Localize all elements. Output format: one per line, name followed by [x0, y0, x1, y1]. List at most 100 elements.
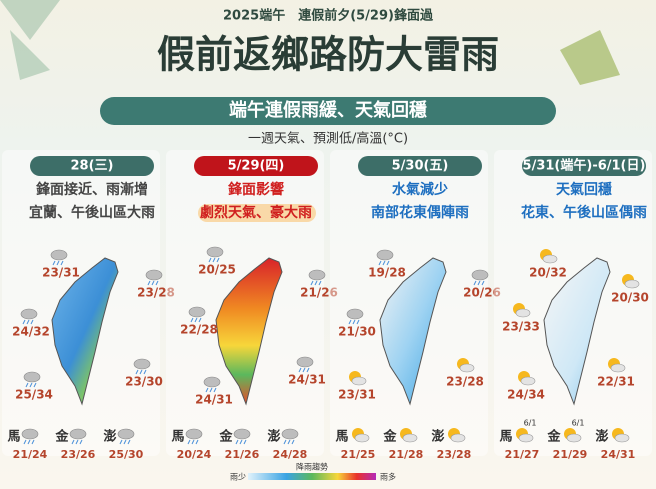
cloud-icon [346, 308, 364, 320]
cloud-icon [203, 376, 221, 388]
island-temp: 23/28 [437, 448, 472, 461]
cloud-icon [351, 376, 367, 386]
note: 一週天氣、預測低/高溫(°C) [248, 131, 408, 147]
legend-title: 降雨趨勢 [296, 462, 328, 472]
cloud-icon [354, 433, 370, 443]
main-title: 假前返鄉路防大雷雨 [157, 33, 499, 77]
rain-icon [310, 280, 322, 286]
date-label: 5/31(端午)-6/1(日) [523, 158, 646, 174]
city-temp: 24/32 [12, 325, 50, 339]
cloud-icon [520, 376, 536, 386]
zongzi-decoration [560, 30, 620, 85]
city-temp: 23/30 [125, 375, 163, 389]
island-name: 澎 [267, 429, 280, 445]
city-temp: 22/31 [597, 375, 635, 389]
rain-icon [190, 317, 202, 323]
cloud-icon [21, 428, 39, 440]
city-temp: 20/32 [529, 266, 567, 280]
rain-icon [23, 439, 35, 445]
island-date: 6/1 [524, 419, 537, 428]
cloud-icon [296, 356, 314, 368]
summary-line1: 鋒面接近、雨漸增 [35, 181, 148, 198]
cloud-icon [185, 428, 203, 440]
island-name: 馬 [499, 430, 512, 445]
rain-icon [25, 382, 37, 388]
cloud-icon [471, 269, 489, 281]
rain-icon [119, 439, 131, 445]
island-temp: 21/26 [225, 448, 260, 461]
cloud-icon [23, 371, 41, 383]
cloud-icon [515, 308, 531, 318]
city-temp: 20/30 [611, 291, 649, 305]
island-name: 金 [546, 429, 561, 445]
date-pill [30, 156, 154, 176]
cloud-icon [50, 249, 68, 261]
city-temp: 23/28 [446, 375, 484, 389]
rain-icon [283, 439, 295, 445]
cloud-icon [610, 363, 626, 373]
cloud-icon [133, 358, 151, 370]
rain-icon [298, 367, 310, 373]
cloud-icon [233, 428, 251, 440]
leaf-decoration [0, 0, 60, 80]
rain-icon [473, 280, 485, 286]
rain-icon [52, 260, 64, 266]
legend-low: 雨少 [230, 473, 246, 482]
cloud-icon [376, 249, 394, 261]
rain-icon [71, 439, 83, 445]
cloud-icon [459, 363, 475, 373]
cloud-icon [402, 433, 418, 443]
summary-line1: 天氣回穩 [556, 181, 612, 198]
cloud-icon [145, 269, 163, 281]
rain-icon [135, 369, 147, 375]
date-pill [522, 156, 646, 176]
legend-bar [248, 473, 376, 480]
rain-icon [348, 319, 360, 325]
taiwan-map [215, 257, 283, 406]
city-temp: 22/28 [180, 323, 218, 337]
city-temp: 24/34 [507, 388, 545, 402]
island-name: 澎 [103, 429, 116, 445]
city-temp: 23/31 [338, 388, 376, 402]
city-temp: 21/26 [300, 286, 338, 300]
rain-icon [378, 260, 390, 266]
highlight [198, 204, 316, 222]
summary-line1: 鋒面影響 [227, 181, 284, 198]
banner-text: 端午連假雨緩、天氣回穩 [229, 99, 427, 121]
city-temp: 19/28 [368, 266, 406, 280]
cloud-icon [450, 433, 466, 443]
taiwan-map [543, 257, 611, 406]
island-temp: 23/26 [61, 448, 96, 461]
island-name: 澎 [431, 429, 444, 445]
rain-icon [205, 387, 217, 393]
taiwan-map [51, 257, 119, 406]
rain-icon [208, 257, 220, 263]
city-temp: 20/26 [463, 286, 501, 300]
cloud-icon [206, 246, 224, 258]
island-date: 6/1 [572, 419, 585, 428]
island-temp: 24/31 [601, 448, 636, 461]
island-name: 金 [54, 429, 69, 445]
cloud-icon [566, 433, 582, 443]
island-name: 金 [382, 429, 397, 445]
city-temp: 24/31 [195, 393, 233, 407]
cloud-icon [117, 428, 135, 440]
island-temp: 21/28 [389, 448, 424, 461]
legend-high: 雨多 [380, 472, 396, 482]
island-temp: 20/24 [177, 448, 212, 461]
city-temp: 23/28 [137, 286, 175, 300]
island-temp: 21/29 [553, 448, 588, 461]
summary-line2: 花東、午後山區偶雨 [521, 204, 647, 221]
date-label: 28(三) [71, 159, 114, 174]
island-name: 澎 [595, 429, 608, 445]
date-label: 5/30(五) [392, 159, 449, 174]
taiwan-map [379, 257, 447, 406]
island-temp: 21/27 [505, 448, 540, 461]
island-name: 馬 [7, 430, 20, 445]
cloud-icon [69, 428, 87, 440]
cloud-icon [281, 428, 299, 440]
banner-bg [100, 97, 556, 125]
date-label: 5/29(四) [228, 159, 285, 174]
